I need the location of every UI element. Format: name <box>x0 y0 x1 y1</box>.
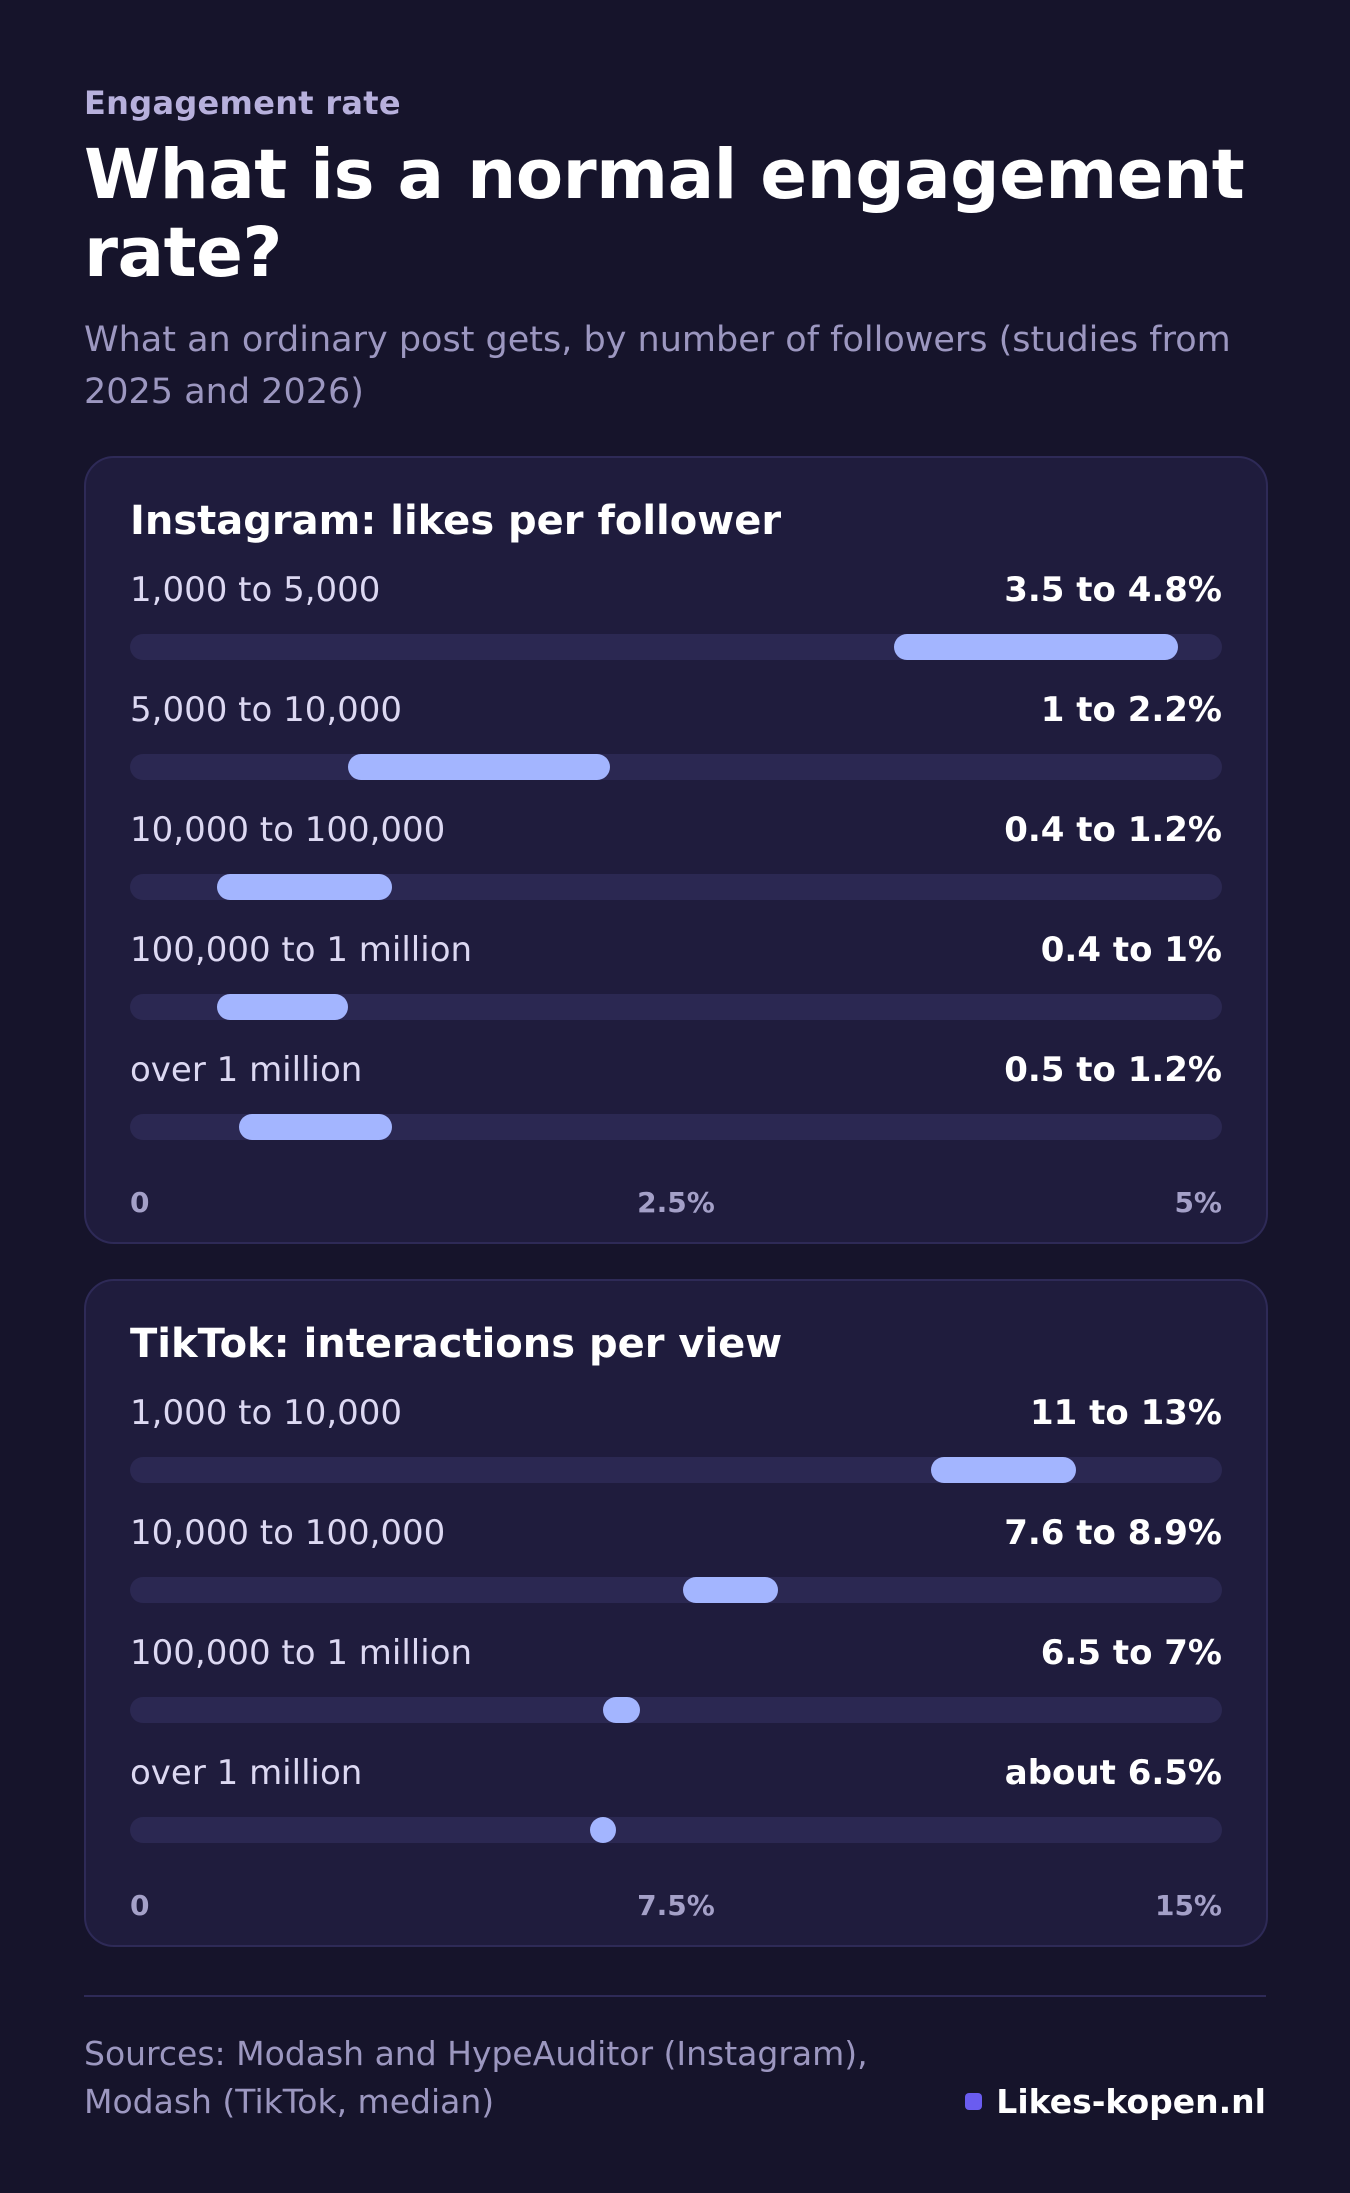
axis-tick-label: 2.5% <box>637 1186 715 1219</box>
range-track <box>130 1457 1222 1483</box>
footer-divider <box>84 1995 1266 1997</box>
sources-line: Sources: Modash and HypeAuditor (Instagr… <box>84 2034 868 2073</box>
row-label: 100,000 to 1 million <box>130 930 473 970</box>
row-value: 7.6 to 8.9% <box>1004 1513 1222 1553</box>
row-label: 100,000 to 1 million <box>130 1633 473 1673</box>
row-value: 11 to 13% <box>1030 1393 1222 1433</box>
range-track <box>130 754 1222 780</box>
row-label: over 1 million <box>130 1753 363 1793</box>
range-bar <box>217 874 393 900</box>
axis-tick-label: 0 <box>130 1186 150 1219</box>
range-bar <box>348 754 611 780</box>
row-label: 5,000 to 10,000 <box>130 690 403 730</box>
range-bar <box>217 994 349 1020</box>
range-track <box>130 874 1222 900</box>
row-value: 0.5 to 1.2% <box>1004 1050 1222 1090</box>
range-bar <box>894 634 1179 660</box>
instagram-chart-card: Instagram: likes per follower 1,000 to 5… <box>84 456 1268 1244</box>
axis-tick-label: 0 <box>130 1889 150 1922</box>
range-bar <box>683 1577 778 1603</box>
row-label: 10,000 to 100,000 <box>130 810 446 850</box>
range-track <box>130 1817 1222 1843</box>
range-bar <box>590 1817 617 1843</box>
range-track <box>130 634 1222 660</box>
page-subtitle: What an ordinary post gets, by number of… <box>84 320 1231 412</box>
range-track <box>130 994 1222 1020</box>
sources-line: Modash (TikTok, median) <box>84 2082 495 2121</box>
axis-tick-label: 15% <box>1154 1889 1222 1922</box>
row-label: 10,000 to 100,000 <box>130 1513 446 1553</box>
row-value: 0.4 to 1.2% <box>1004 810 1222 850</box>
eyebrow: Engagement rate <box>84 84 401 122</box>
row-label: 1,000 to 10,000 <box>130 1393 403 1433</box>
range-track <box>130 1577 1222 1603</box>
brand-square-icon <box>965 2093 983 2110</box>
range-bar <box>239 1114 393 1140</box>
row-value: 0.4 to 1% <box>1040 930 1222 970</box>
range-track <box>130 1114 1222 1140</box>
row-value: about 6.5% <box>1004 1753 1222 1793</box>
brand-name: Likes-kopen.nl <box>996 2082 1266 2121</box>
chart-title: TikTok: interactions per view <box>130 1321 783 1367</box>
row-value: 3.5 to 4.8% <box>1004 570 1222 610</box>
chart-title: Instagram: likes per follower <box>130 498 782 544</box>
row-label: over 1 million <box>130 1050 363 1090</box>
range-bar <box>603 1697 640 1723</box>
axis-tick-label: 5% <box>1174 1186 1222 1219</box>
sources-note: Sources: Modash and HypeAuditor (Instagr… <box>84 2030 984 2126</box>
page-title: What is a normal engagement rate? <box>84 135 1245 293</box>
axis-tick-label: 7.5% <box>637 1889 715 1922</box>
row-value: 1 to 2.2% <box>1040 690 1222 730</box>
range-track <box>130 1697 1222 1723</box>
range-bar <box>930 1457 1077 1483</box>
row-value: 6.5 to 7% <box>1040 1633 1222 1673</box>
brand-logo: Likes-kopen.nl <box>965 2082 1266 2121</box>
row-label: 1,000 to 5,000 <box>130 570 381 610</box>
tiktok-chart-card: TikTok: interactions per view 1,000 to 1… <box>84 1279 1268 1947</box>
